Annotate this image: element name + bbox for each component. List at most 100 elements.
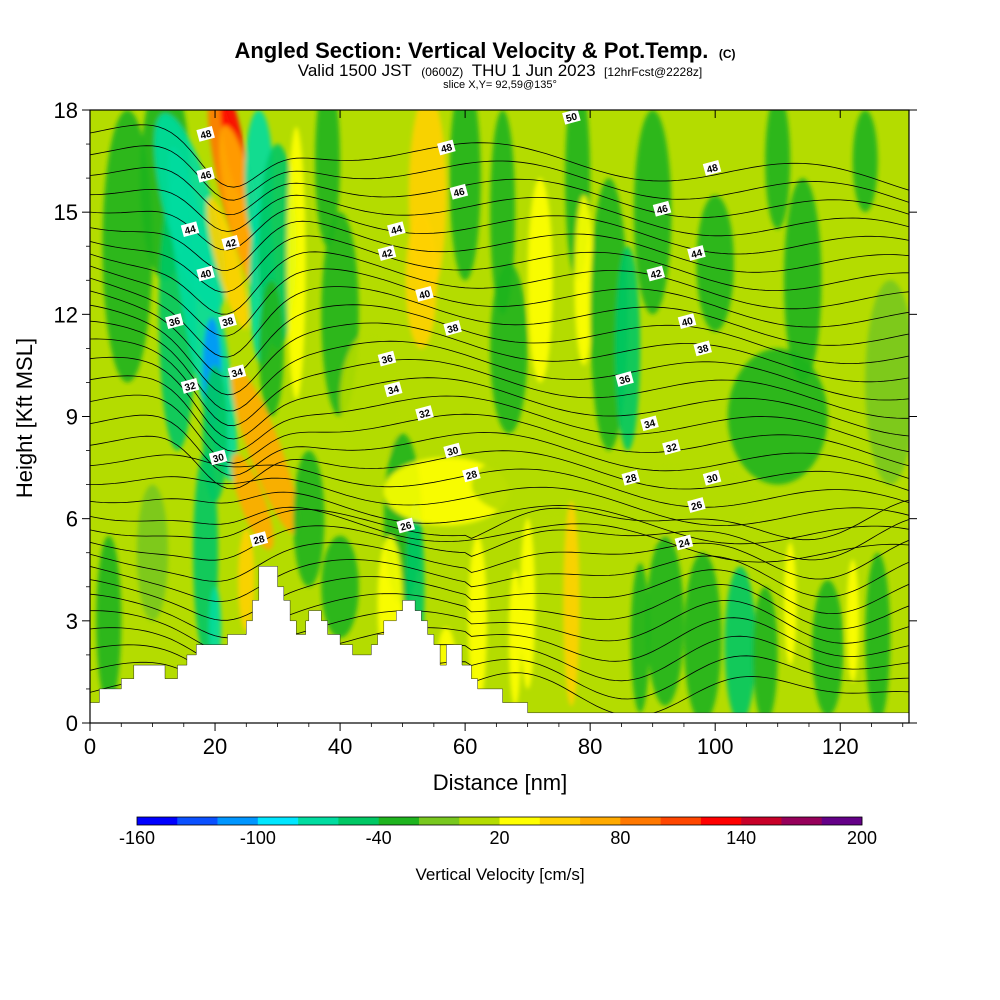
velocity-cell — [563, 501, 580, 706]
contour-label: 48 — [702, 160, 722, 176]
contour-label-text: 34 — [387, 384, 401, 398]
velocity-cell — [520, 518, 536, 689]
contour-label: 42 — [646, 265, 666, 282]
isentrope-line — [90, 414, 909, 479]
velocity-cell — [783, 178, 822, 383]
velocity-cell — [846, 559, 859, 683]
velocity-cell — [340, 331, 403, 468]
x-tick-label: 60 — [453, 734, 477, 759]
contour-label: 32 — [662, 439, 681, 455]
isentrope-line — [90, 235, 909, 293]
isentrope-line — [90, 251, 909, 315]
contour-label-text: 24 — [678, 537, 692, 551]
contour-label: 28 — [249, 531, 269, 547]
contour-label-text: 30 — [446, 445, 460, 459]
velocity-cell — [293, 450, 325, 587]
contour-label-text: 48 — [706, 162, 720, 176]
velocity-cell — [508, 569, 522, 706]
contour-label: 40 — [677, 313, 697, 330]
velocity-cell — [102, 110, 153, 383]
colorbar-swatch — [580, 817, 621, 825]
isentrope-line — [90, 277, 909, 358]
contour-label: 32 — [415, 405, 434, 421]
colorbar-tick-label: -40 — [366, 828, 392, 848]
colorbar-swatch — [217, 817, 259, 825]
colorbar-tick-label: 80 — [610, 828, 630, 848]
x-tick-label: 40 — [328, 734, 352, 759]
x-tick-label: 80 — [578, 734, 602, 759]
contour-label-text: 34 — [231, 367, 245, 381]
colorbar-swatch — [539, 817, 581, 825]
contour-label-text: 40 — [681, 316, 695, 330]
contour-label: 46 — [196, 166, 215, 183]
contour-label-text: 26 — [690, 500, 704, 514]
colorbar-swatch — [177, 817, 218, 825]
contour-label: 44 — [687, 245, 706, 261]
contour-label: 48 — [196, 125, 215, 142]
contour-label: 40 — [196, 265, 215, 282]
contour-label-text: 36 — [381, 353, 395, 367]
velocity-cell — [468, 535, 487, 706]
chart-title: Angled Section: Vertical Velocity & Pot.… — [234, 38, 735, 63]
velocity-cell — [286, 127, 306, 400]
chart-subtitle: Valid 1500 JST (0600Z) THU 1 Jun 2023 [1… — [298, 61, 702, 80]
isentrope-line — [90, 555, 909, 602]
contour-label: 46 — [449, 183, 469, 200]
colorbar-tick-label: 200 — [847, 828, 877, 848]
isentrope-line — [90, 491, 909, 545]
x-tick-label: 20 — [203, 734, 227, 759]
isentrope-line — [90, 394, 909, 467]
contour-label: 40 — [415, 286, 434, 302]
colorbar-swatch — [620, 817, 661, 825]
contour-label-text: 34 — [643, 418, 657, 432]
contour-label: 44 — [180, 221, 200, 237]
contour-label: 28 — [462, 466, 481, 483]
x-tick-label: 120 — [822, 734, 859, 759]
isentrope-line — [90, 519, 909, 561]
isentrope-line — [90, 435, 909, 491]
isentrope-line — [90, 584, 909, 639]
velocity-cell — [315, 110, 341, 247]
isentrope-line — [90, 569, 909, 621]
contour-label-text: 42 — [649, 268, 663, 282]
contour-label-text: 42 — [381, 248, 395, 262]
contour-label: 24 — [674, 534, 694, 551]
contour-label: 36 — [615, 371, 634, 387]
y-tick-label: 0 — [66, 711, 78, 736]
y-tick-label: 15 — [54, 200, 78, 225]
colorbar-tick-label: -160 — [119, 828, 155, 848]
contour-label: 34 — [383, 381, 403, 398]
contour-label-text: 42 — [224, 237, 238, 251]
y-tick-label: 12 — [54, 302, 78, 327]
contour-label-text: 50 — [565, 111, 579, 125]
colorbar-swatch — [459, 817, 500, 825]
contour-label: 26 — [396, 517, 416, 534]
velocity-cell — [683, 552, 722, 723]
contour-label-text: 32 — [418, 408, 432, 422]
colorbar-swatch — [660, 817, 702, 825]
y-tick-label: 6 — [66, 507, 78, 532]
velocity-cell — [646, 535, 684, 706]
contour-label: 44 — [387, 221, 406, 237]
colorbar-tick-label: 20 — [489, 828, 509, 848]
isentrope-line — [90, 320, 909, 412]
velocity-cell — [783, 542, 797, 666]
velocity-cell — [449, 110, 481, 281]
contour-label-text: 46 — [199, 169, 213, 183]
isentrope-line — [90, 539, 909, 582]
contour-label-text: 40 — [199, 268, 213, 282]
contour-label-text: 38 — [446, 323, 460, 337]
x-axis-label: Distance [nm] — [433, 770, 568, 795]
contour-label-text: 38 — [696, 343, 710, 357]
contour-label-text: 36 — [618, 374, 632, 388]
contour-label: 30 — [702, 469, 722, 486]
contour-label-text: 44 — [690, 248, 704, 262]
potential-temperature-contours — [90, 124, 909, 717]
y-tick-label: 3 — [66, 609, 78, 634]
velocity-cell — [471, 450, 622, 519]
isentrope-line — [90, 265, 909, 337]
contour-label-text: 30 — [212, 452, 226, 466]
isentrope-line — [90, 188, 909, 237]
colorbar-swatch — [137, 817, 178, 825]
